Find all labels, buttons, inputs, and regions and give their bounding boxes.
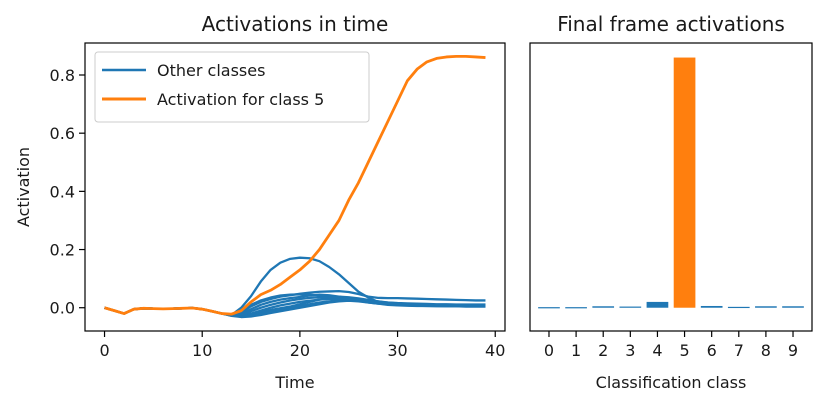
line-chart-title: Activations in time xyxy=(202,12,389,36)
y-tick-label: 0.8 xyxy=(50,66,75,85)
line-chart-y-ticks: 0.0 0.2 0.4 0.6 0.8 xyxy=(50,66,85,318)
bar-x-tick-label: 3 xyxy=(625,341,635,360)
bar-class-1 xyxy=(565,307,587,309)
bar-chart-title: Final frame activations xyxy=(557,12,785,36)
bar-class-9 xyxy=(782,306,804,308)
legend: Other classes Activation for class 5 xyxy=(94,51,370,123)
bar-x-tick-label: 9 xyxy=(788,341,798,360)
x-tick-label: 40 xyxy=(485,341,505,360)
bar-x-tick-label: 4 xyxy=(652,341,662,360)
bar-class-5 xyxy=(673,57,696,308)
line-chart-x-label: Time xyxy=(274,373,314,392)
y-tick-label: 0.0 xyxy=(50,299,75,318)
bar-x-tick-label: 6 xyxy=(707,341,717,360)
line-chart-x-ticks: 0 10 20 30 40 xyxy=(99,331,505,360)
y-tick-label: 0.4 xyxy=(50,182,75,201)
line-chart-y-label: Activation xyxy=(14,147,33,227)
x-tick-label: 20 xyxy=(290,341,310,360)
bar-class-4 xyxy=(646,301,669,308)
x-tick-label: 30 xyxy=(387,341,407,360)
bar-class-8 xyxy=(755,306,777,308)
legend-box xyxy=(94,51,370,123)
bar-class-0 xyxy=(538,307,560,309)
bar-x-tick-label: 5 xyxy=(679,341,689,360)
bar-plot-area xyxy=(538,57,804,309)
bar-class-7 xyxy=(727,306,750,309)
bar-x-tick-label: 0 xyxy=(544,341,554,360)
x-tick-label: 10 xyxy=(192,341,212,360)
line-chart: Activations in time 0 10 20 30 40 0.00.20.40… xyxy=(14,12,506,392)
y-tick-label: 0.6 xyxy=(50,124,75,143)
x-tick-label: 0 xyxy=(99,341,109,360)
line-chart-axes-frame xyxy=(84,42,506,332)
y-tick-label: 0.2 xyxy=(50,241,75,260)
bar-class-6 xyxy=(700,305,723,308)
bar-x-tick-label: 7 xyxy=(734,341,744,360)
bar-x-tick-label: 2 xyxy=(598,341,608,360)
line-plot-area xyxy=(104,54,486,319)
bar-x-tick-label: 1 xyxy=(571,341,581,360)
bar-chart-x-label: Classification class xyxy=(596,373,747,392)
bar-class-3 xyxy=(619,306,642,308)
bar-x-tick-label: 8 xyxy=(761,341,771,360)
bar-class-2 xyxy=(592,306,615,308)
legend-label-other-classes: Other classes xyxy=(157,61,265,80)
bar-chart-axes-frame xyxy=(529,42,813,332)
legend-label-class-5: Activation for class 5 xyxy=(157,90,324,109)
class-5-series-line xyxy=(104,54,486,316)
